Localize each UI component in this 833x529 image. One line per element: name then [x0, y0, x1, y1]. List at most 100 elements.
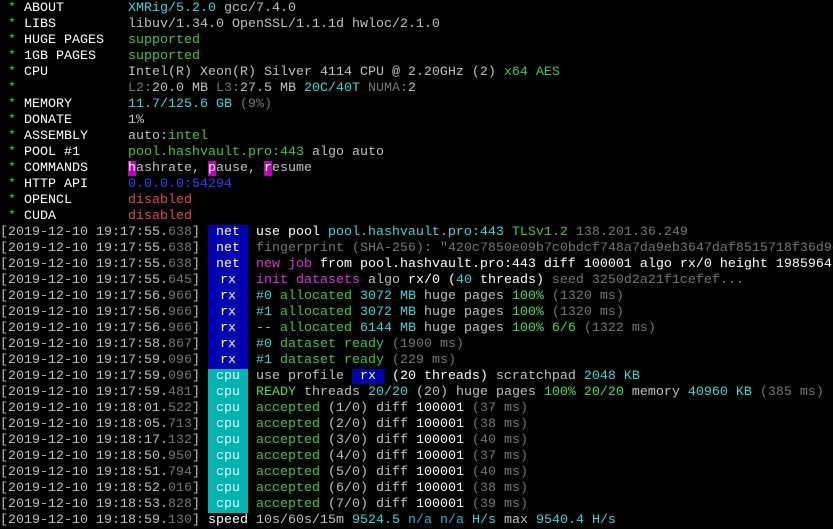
bullet-star-icon: *: [0, 145, 24, 160]
log-line: [2019-12-10 19:18:53.828] cpu accepted (…: [0, 497, 833, 513]
log-tag-cpu: cpu: [207, 481, 248, 497]
timestamp-bracket: ]: [191, 257, 208, 272]
header-label: HTTP API: [24, 177, 88, 192]
header-value: disabled: [128, 193, 192, 208]
header-label: MEMORY: [24, 97, 72, 112]
spacer: [248, 353, 256, 368]
log-timestamp: [2019-12-10 19:18:52.: [0, 481, 168, 496]
bullet-star-icon: *: [0, 97, 24, 112]
timestamp-bracket: ]: [191, 385, 208, 400]
log-message: 3072 MB: [359, 289, 416, 304]
log-timestamp-ms: 132: [167, 433, 192, 448]
log-tag-cpu: cpu: [207, 385, 248, 401]
timestamp-bracket: ]: [191, 305, 208, 320]
log-tag-rx: rx: [207, 353, 248, 369]
header-value: disabled: [128, 209, 192, 224]
timestamp-bracket: ]: [191, 225, 208, 240]
log-message: accepted: [255, 417, 320, 432]
log-message: (385 ms): [751, 385, 824, 400]
header-row: * MEMORY 11.7/125.6 GB (9%): [0, 97, 833, 113]
log-timestamp: [2019-12-10 19:17:55.: [0, 257, 168, 272]
log-line: [2019-12-10 19:17:59.096] cpu use profil…: [0, 369, 833, 385]
spacer: [248, 289, 256, 304]
log-line: [2019-12-10 19:17:59.096] rx #1 dataset …: [0, 353, 833, 369]
log-message: accepted: [255, 449, 320, 464]
log-tag-cpu: cpu: [207, 497, 248, 513]
bullet-star-icon: *: [0, 81, 24, 96]
log-timestamp: [2019-12-10 19:18:01.: [0, 401, 168, 416]
spacer: [248, 257, 256, 272]
log-timestamp-ms: 638: [167, 225, 192, 240]
timestamp-bracket: ]: [191, 289, 208, 304]
log-message: (7/0) diff: [319, 497, 416, 512]
bullet-star-icon: *: [0, 33, 24, 48]
log-timestamp-ms: 966: [167, 289, 192, 304]
spacer: [248, 417, 256, 432]
header-label: ASSEMBLY: [24, 129, 88, 144]
timestamp-bracket: ]: [191, 337, 208, 352]
log-message: (5/0) diff: [319, 465, 416, 480]
log-message: 40960 KB: [687, 385, 752, 400]
timestamp-bracket: ]: [191, 241, 208, 256]
log-message: #0: [255, 337, 272, 352]
header-row: * HUGE PAGES supported: [0, 33, 833, 49]
log-message: 138.201.36.249: [575, 225, 688, 240]
header-value: supported: [128, 33, 200, 48]
log-tag-net: net: [207, 241, 248, 257]
log-line: [2019-12-10 19:18:51.794] cpu accepted (…: [0, 465, 833, 481]
log-timestamp: [2019-12-10 19:17:59.: [0, 353, 168, 368]
log-message: (37 ms): [463, 401, 528, 416]
bullet-star-icon: *: [0, 177, 24, 192]
log-tag-rx: rx: [207, 289, 248, 305]
header-value: auto:: [128, 129, 168, 144]
log-timestamp-ms: 638: [167, 257, 192, 272]
log-tag-rx: rx: [207, 305, 248, 321]
log-message: (40 ms): [463, 465, 528, 480]
log-message: 100001: [415, 433, 464, 448]
log-timestamp: [2019-12-10 19:18:17.: [0, 433, 168, 448]
spacer: [248, 321, 256, 336]
log-message: rx/0 (: [407, 273, 456, 288]
log-tag-rx: rx: [207, 337, 248, 353]
header-value: 20C/40T: [304, 81, 360, 96]
log-timestamp-ms: 638: [167, 241, 192, 256]
log-message: H/s: [463, 513, 496, 528]
log-timestamp-ms: 950: [167, 449, 192, 464]
timestamp-bracket: ]: [191, 353, 208, 368]
header-value: algo auto: [303, 145, 384, 160]
log-line: [2019-12-10 19:17:58.867] rx #0 dataset …: [0, 337, 833, 353]
spacer: [248, 449, 256, 464]
log-timestamp-ms: 966: [167, 321, 192, 336]
log-message: (37 ms): [463, 449, 528, 464]
header-value: supported: [128, 49, 200, 64]
log-message: 6144 MB: [359, 321, 416, 336]
log-message: (3/0) diff: [319, 433, 416, 448]
header-label: CPU: [24, 65, 48, 80]
log-timestamp-ms: 794: [167, 465, 192, 480]
log-message: accepted: [255, 433, 320, 448]
header-value: p: [207, 161, 216, 176]
log-message: seed 3250d2a21f1cefef...: [543, 273, 744, 288]
header-value: libuv/1.34.0 OpenSSL/1.1.1d hwloc/2.1.0: [128, 17, 440, 32]
log-timestamp: [2019-12-10 19:17:56.: [0, 305, 168, 320]
log-line: [2019-12-10 19:18:05.713] cpu accepted (…: [0, 417, 833, 433]
bullet-star-icon: *: [0, 129, 24, 144]
timestamp-bracket: ]: [191, 465, 208, 480]
spacer: [248, 497, 256, 512]
log-message: scratchpad: [487, 369, 584, 384]
log-message: 9540.4 H/s: [535, 513, 616, 528]
log-message: huge pages: [415, 321, 512, 336]
timestamp-bracket: ]: [191, 497, 208, 512]
header-value: gcc/7.4.0: [215, 1, 296, 16]
log-tag-cpu: cpu: [207, 401, 248, 417]
log-message: (38 ms): [463, 417, 528, 432]
log-message: max: [495, 513, 536, 528]
spacer: [248, 225, 256, 240]
log-timestamp: [2019-12-10 19:18:59.: [0, 513, 168, 528]
log-timestamp-ms: 867: [167, 337, 192, 352]
log-tag-cpu: cpu: [207, 417, 248, 433]
header-value: 2: [408, 81, 416, 96]
log-message: 100%: [511, 289, 544, 304]
log-timestamp-ms: 828: [167, 497, 192, 512]
spacer: [248, 385, 256, 400]
